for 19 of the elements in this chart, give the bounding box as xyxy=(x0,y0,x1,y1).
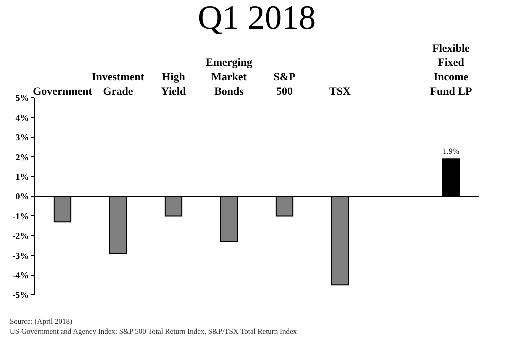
x-tick-label: Government xyxy=(33,86,93,98)
x-tick-label: Flexible Fixed Income Fund LP xyxy=(430,42,472,98)
chart-title: Q1 2018 xyxy=(198,0,316,37)
x-tick-label: TSX xyxy=(330,86,351,98)
x-tick-label: High Yield xyxy=(161,72,186,98)
y-tick-label: 4% xyxy=(16,112,30,123)
y-tick-label: 1% xyxy=(16,172,30,182)
y-tick-label: 2% xyxy=(16,152,30,162)
y-tick-label: 3% xyxy=(16,132,30,143)
y-tick-label: -3% xyxy=(12,250,30,261)
x-tick-label: Investment Grade xyxy=(92,72,145,98)
x-tick-label: S&P 500 xyxy=(274,72,296,98)
x-tick-label: Emerging Market Bonds xyxy=(206,57,253,98)
y-tick-label: 5% xyxy=(16,93,30,104)
y-tick-label: -4% xyxy=(12,270,30,280)
y-tick-label: -1% xyxy=(12,211,30,222)
y-tick-label: -5% xyxy=(12,290,30,300)
y-tick-label: 0% xyxy=(16,192,30,202)
y-tick-label: -2% xyxy=(12,231,30,242)
